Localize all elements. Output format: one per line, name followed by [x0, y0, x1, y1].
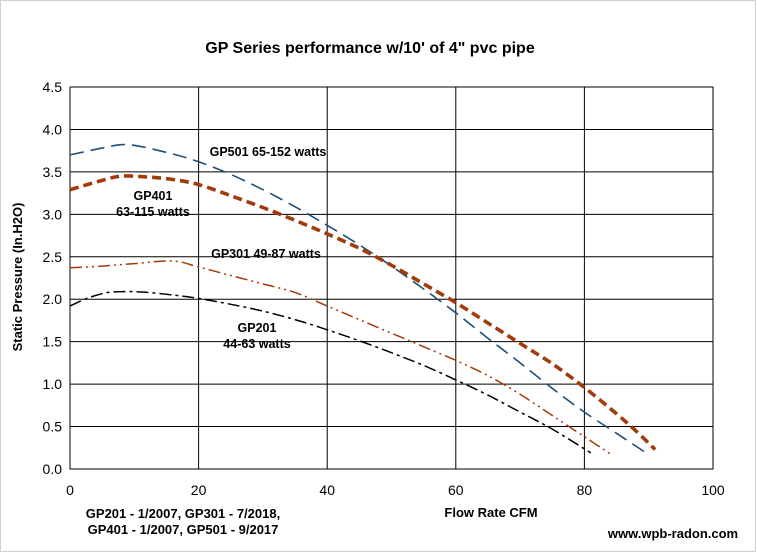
- x-tick-label-4: 80: [577, 482, 593, 498]
- series-line-gp401: [69, 174, 657, 451]
- series-line-gp201: [69, 290, 592, 454]
- series-line-gp501: [69, 143, 650, 456]
- source-url: www.wpb-radon.com: [607, 526, 738, 541]
- series-label-gp501-0: GP501 65-152 watts: [210, 145, 327, 159]
- y-tick-label-3: 1.5: [43, 334, 63, 350]
- y-tick-label-6: 3.0: [43, 206, 63, 222]
- y-axis-title: Static Pressure (In.H2O): [10, 203, 25, 352]
- chart-title: GP Series performance w/10' of 4" pvc pi…: [205, 40, 535, 57]
- series-label-gp301-0: GP301 49-87 watts: [211, 247, 321, 261]
- x-tick-label-3: 60: [448, 482, 464, 498]
- series-label-gp401-1: 63-115 watts: [116, 205, 190, 219]
- plot-area: [69, 86, 714, 470]
- x-tick-label-5: 100: [701, 482, 725, 498]
- x-tick-label-0: 0: [66, 482, 74, 498]
- series-line-gp301: [69, 260, 611, 455]
- y-tick-label-2: 1.0: [43, 376, 63, 392]
- y-tick-label-1: 0.5: [43, 419, 63, 435]
- series-label-gp401-0: GP401: [134, 189, 173, 203]
- tick-labels: 0.0 0.5 1.0 1.5 2.0 2.5 3.0 3.5 4.0 4.5 0 20 40 60 80 1…: [43, 79, 725, 498]
- series-label-gp201-1: 44-63 watts: [223, 337, 290, 351]
- date-note-line-2: GP401 - 1/2007, GP501 - 9/2017: [88, 522, 279, 537]
- y-tick-label-9: 4.5: [43, 79, 63, 95]
- y-tick-label-8: 4.0: [43, 121, 63, 137]
- x-tick-label-1: 20: [191, 482, 207, 498]
- series-lines: [69, 143, 657, 456]
- date-note-line-1: GP201 - 1/2007, GP301 - 7/2018,: [86, 506, 280, 521]
- x-axis-title: Flow Rate CFM: [444, 505, 537, 520]
- y-tick-label-7: 3.5: [43, 164, 63, 180]
- series-label-gp201-0: GP201: [238, 321, 277, 335]
- y-tick-label-0: 0.0: [43, 461, 63, 477]
- y-tick-label-4: 2.0: [43, 291, 63, 307]
- x-tick-label-2: 40: [319, 482, 335, 498]
- series-labels: GP501 65-152 watts GP401 63-115 watts GP301…: [116, 145, 326, 351]
- y-tick-label-5: 2.5: [43, 249, 63, 265]
